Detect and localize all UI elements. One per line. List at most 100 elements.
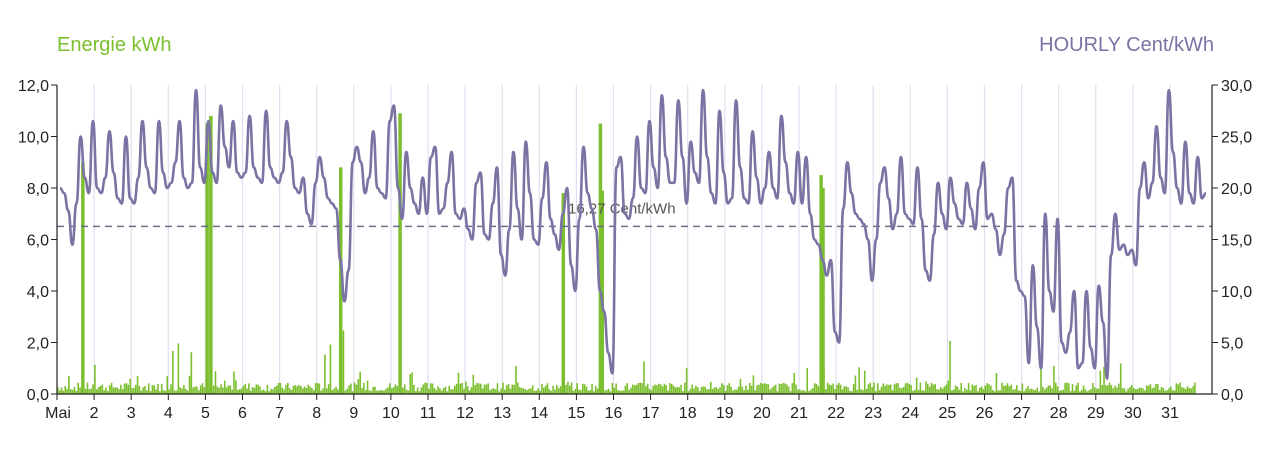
energy-bar <box>1194 382 1196 394</box>
energy-bar <box>244 383 246 394</box>
energy-bar <box>1190 388 1193 394</box>
energy-bar <box>1132 388 1135 394</box>
x-tick-label: 24 <box>901 405 919 422</box>
energy-bar <box>335 386 337 394</box>
energy-bar <box>1129 386 1131 394</box>
energy-bar <box>888 384 890 394</box>
energy-bar <box>552 385 554 394</box>
energy-bar <box>64 386 67 394</box>
energy-bar <box>194 386 196 394</box>
energy-bar <box>1001 382 1003 394</box>
energy-bar <box>238 389 241 394</box>
energy-spike-bar <box>598 123 603 394</box>
energy-bar <box>424 382 426 394</box>
energy-bar <box>459 383 462 394</box>
energy-bar <box>1171 390 1174 394</box>
x-tick-label: 20 <box>753 405 771 422</box>
energy-bar <box>268 391 271 394</box>
energy-bar <box>689 388 692 394</box>
energy-bar <box>1108 382 1111 394</box>
energy-bar <box>780 384 783 394</box>
energy-bar <box>1149 384 1152 394</box>
energy-bar <box>225 387 228 394</box>
energy-bar <box>771 387 773 394</box>
energy-bar <box>222 387 224 394</box>
energy-bar <box>368 390 371 394</box>
energy-bar <box>374 386 376 394</box>
energy-bar <box>511 384 514 394</box>
energy-bar <box>910 385 912 394</box>
energy-bar <box>470 387 473 394</box>
energy-bar <box>73 387 76 394</box>
x-tick-label: 10 <box>382 405 400 422</box>
energy-bar <box>980 386 983 394</box>
energy-bar <box>296 386 298 394</box>
energy-bar <box>982 389 985 394</box>
energy-bar <box>84 388 87 394</box>
x-tick-label: 16 <box>605 405 623 422</box>
energy-bar <box>1188 388 1191 394</box>
energy-bar <box>1168 388 1170 394</box>
energy-bar <box>806 368 809 394</box>
energy-bar <box>517 382 519 394</box>
energy-bar <box>363 382 365 394</box>
energy-bar <box>418 391 421 394</box>
energy-bar <box>656 385 658 394</box>
x-tick-label: 19 <box>716 405 734 422</box>
energy-bar <box>1090 388 1092 394</box>
energy-bar <box>912 390 914 394</box>
energy-bar <box>392 387 395 394</box>
energy-bar <box>964 388 966 394</box>
energy-bar <box>875 391 877 394</box>
left-axis-title: Energie kWh <box>57 34 172 56</box>
energy-bar <box>787 386 790 394</box>
energy-bar <box>648 388 651 394</box>
energy-bar <box>442 387 445 394</box>
energy-bar <box>786 384 788 394</box>
energy-bar <box>170 384 172 394</box>
energy-bar <box>804 391 807 394</box>
energy-bar <box>763 383 766 394</box>
energy-bar <box>351 391 354 394</box>
energy-bar <box>140 390 143 394</box>
energy-bar <box>728 383 731 394</box>
energy-bar <box>1114 385 1116 394</box>
energy-bar <box>127 384 130 394</box>
energy-bar <box>242 386 245 394</box>
energy-bar <box>440 390 443 394</box>
energy-bar <box>366 380 369 394</box>
energy-bar <box>834 389 836 394</box>
energy-bar <box>730 386 732 394</box>
energy-bar <box>212 385 215 394</box>
energy-bar <box>1147 385 1150 394</box>
energy-bar <box>893 384 896 394</box>
energy-bar <box>1067 383 1070 394</box>
energy-bar <box>1142 388 1144 394</box>
energy-bar <box>926 383 929 394</box>
energy-bar <box>350 383 352 394</box>
energy-bar <box>58 390 61 394</box>
energy-bar <box>316 383 319 394</box>
energy-bar <box>683 382 686 394</box>
energy-bar <box>249 390 252 394</box>
energy-bar <box>680 384 682 394</box>
energy-bar <box>1080 389 1083 394</box>
x-tick-label: 23 <box>864 405 882 422</box>
energy-bar <box>696 387 699 394</box>
energy-bar <box>290 389 293 394</box>
energy-bar <box>463 388 465 394</box>
energy-bar <box>698 391 701 394</box>
energy-bar <box>604 390 606 394</box>
energy-bar <box>1079 391 1081 394</box>
energy-bar <box>702 386 705 394</box>
energy-bar <box>952 389 955 394</box>
energy-bar <box>871 387 873 394</box>
energy-bar <box>101 384 104 394</box>
energy-bar <box>370 390 373 394</box>
energy-bar <box>635 384 638 394</box>
energy-bar <box>123 383 126 394</box>
energy-bar <box>372 386 374 394</box>
energy-bar <box>179 387 182 394</box>
energy-bar <box>1066 382 1068 394</box>
